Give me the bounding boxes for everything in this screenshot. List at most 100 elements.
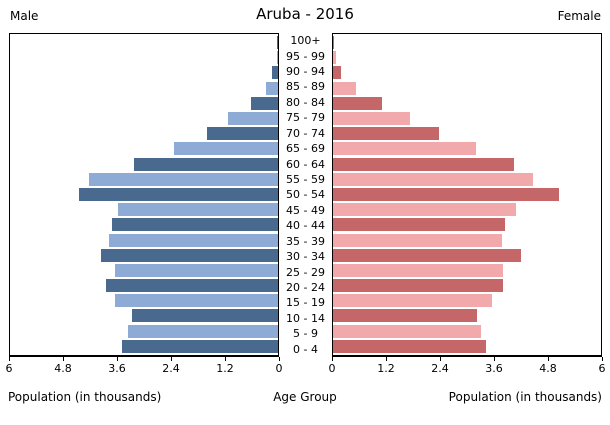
male-bar	[207, 127, 278, 141]
tick-mark	[494, 357, 495, 361]
male-bar	[134, 157, 278, 171]
male-bar	[89, 172, 278, 186]
male-bar	[78, 187, 278, 201]
age-label: 15 - 19	[286, 296, 325, 310]
female-bar	[333, 324, 481, 338]
age-group-axis-title: Age Group	[273, 390, 337, 404]
pyramid-row	[10, 202, 278, 217]
pyramid-row	[333, 278, 601, 293]
pyramid-row	[333, 35, 601, 50]
female-bar	[333, 279, 503, 293]
age-labels: 100+ 95 - 99 90 - 94 85 - 89 80 - 84 75 - 79 7…	[279, 33, 332, 357]
pyramid-row	[10, 172, 278, 187]
female-bar	[333, 142, 477, 156]
tick-mark	[171, 357, 172, 361]
tick-label: 2.4	[162, 362, 180, 375]
tick-label: 6	[5, 362, 13, 375]
age-label: 100+	[290, 34, 321, 48]
female-bar	[333, 248, 522, 262]
male-bar	[115, 294, 278, 308]
female-bar	[333, 309, 478, 323]
female-side-label: Female	[557, 9, 601, 23]
pyramid-row	[333, 157, 601, 172]
male-bar	[106, 279, 278, 293]
female-bar	[333, 66, 342, 80]
tick-mark	[117, 357, 118, 361]
female-bar	[333, 187, 559, 201]
tick-label: 0	[275, 362, 283, 375]
age-label: 10 - 14	[286, 311, 325, 325]
pyramid-row	[333, 50, 601, 65]
tick-label: 0	[328, 362, 336, 375]
pyramid-row	[333, 141, 601, 156]
age-label: 30 - 34	[286, 250, 325, 264]
pyramid-row	[10, 339, 278, 354]
pyramid-row	[333, 217, 601, 232]
pyramid-row	[10, 65, 278, 80]
female-bar	[333, 339, 487, 353]
pyramid-row	[10, 217, 278, 232]
pyramid-row	[10, 96, 278, 111]
age-label: 80 - 84	[286, 95, 325, 109]
age-label: 85 - 89	[286, 80, 325, 94]
female-panel	[332, 33, 602, 357]
pyramid-row	[10, 187, 278, 202]
male-bar	[114, 263, 278, 277]
tick-mark	[440, 357, 441, 361]
female-bars	[333, 34, 601, 355]
female-bar	[333, 127, 439, 141]
female-bar	[333, 112, 410, 126]
age-label: 5 - 9	[293, 327, 318, 341]
pyramid-row	[10, 35, 278, 50]
pyramid-row	[333, 339, 601, 354]
male-bar	[250, 96, 278, 110]
tick-label: 1.2	[216, 362, 234, 375]
pyramid-row	[10, 263, 278, 278]
age-label: 45 - 49	[286, 203, 325, 217]
tick-mark	[279, 357, 280, 361]
age-label: 0 - 4	[293, 342, 318, 356]
pyramid-row	[333, 172, 601, 187]
female-bar	[333, 203, 517, 217]
pyramid-row	[10, 141, 278, 156]
pyramid-row	[333, 232, 601, 247]
male-bar	[108, 233, 278, 247]
pyramid-row	[333, 202, 601, 217]
tick-mark	[386, 357, 387, 361]
pyramid-row	[333, 248, 601, 263]
tick-label: 3.6	[108, 362, 126, 375]
female-bar	[333, 81, 356, 95]
pyramid-row	[10, 111, 278, 126]
male-bar	[132, 309, 278, 323]
tick-label: 4.8	[539, 362, 557, 375]
pyramid-row	[10, 278, 278, 293]
tick-mark	[225, 357, 226, 361]
female-bar	[333, 172, 533, 186]
pyramid-row	[333, 308, 601, 323]
age-label: 20 - 24	[286, 280, 325, 294]
female-bar	[333, 96, 382, 110]
tick-mark	[602, 357, 603, 361]
male-side-label: Male	[10, 9, 39, 23]
female-bar	[333, 218, 505, 232]
male-bar	[276, 51, 278, 65]
pyramid-row	[10, 308, 278, 323]
chart-title: Aruba - 2016	[256, 5, 354, 23]
pyramid-row	[10, 232, 278, 247]
male-xaxis-title: Population (in thousands)	[8, 390, 162, 404]
tick-label: 6	[598, 362, 606, 375]
age-label: 65 - 69	[286, 142, 325, 156]
pyramid-row	[333, 293, 601, 308]
male-bar	[228, 112, 278, 126]
pyramid-row	[333, 96, 601, 111]
pyramid-row	[333, 187, 601, 202]
pyramid-row	[333, 111, 601, 126]
male-bar	[122, 339, 278, 353]
male-bar	[173, 142, 278, 156]
pyramid-row	[10, 324, 278, 339]
pyramid-row	[333, 263, 601, 278]
pyramid-row	[333, 81, 601, 96]
tick-mark	[63, 357, 64, 361]
female-bar	[333, 294, 492, 308]
